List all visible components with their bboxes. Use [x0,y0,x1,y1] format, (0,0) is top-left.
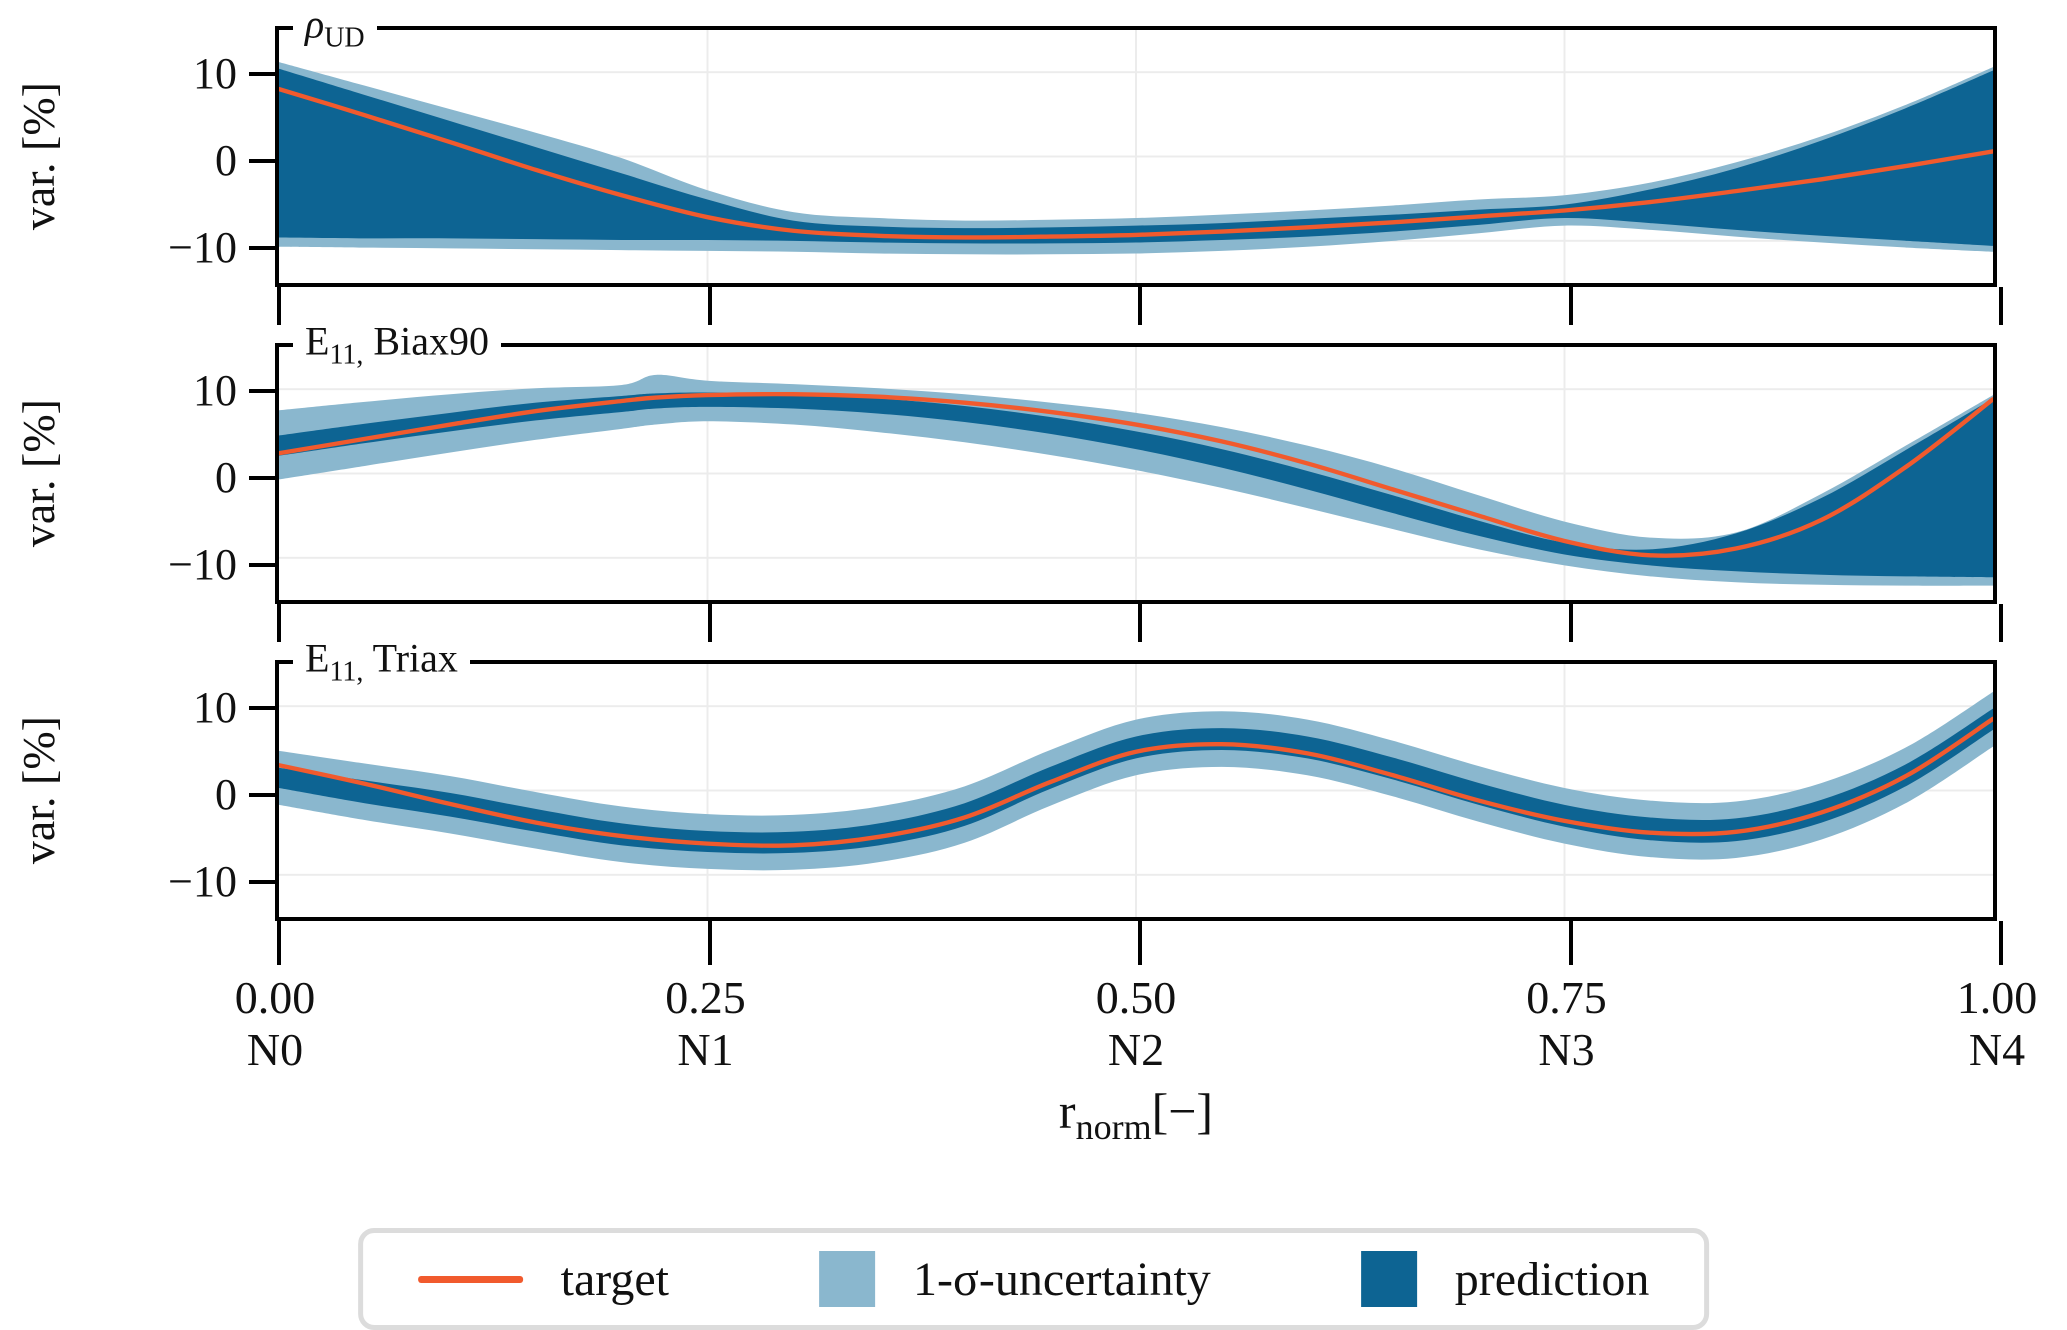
legend: target 1-σ-uncertainty prediction [357,1228,1710,1330]
x-tick [277,287,281,325]
subplot-title: E11, Triax [293,635,470,688]
x-tick [707,287,712,325]
y-tick-label: −10 [168,539,237,589]
x-axis-label: rnorm[−] [275,1082,1997,1148]
y-tick-label: −10 [168,856,237,906]
x-tick-value: 0.00 [234,972,316,1023]
legend-item: 1-σ-uncertainty [819,1251,1211,1307]
subplot-title-sub: 11, [329,656,364,688]
target-line [279,391,1993,558]
subplot-title: E11, Biax90 [293,318,501,371]
y-tick-label: 0 [215,135,237,185]
subplot-title-suffix: Triax [363,635,458,681]
y-tick [249,71,275,76]
x-axis-label-main: r [1058,1083,1076,1139]
y-tick-label: 0 [215,769,237,819]
x-tick-node: N3 [1538,1023,1595,1075]
y-tick [249,792,275,797]
prediction-band [279,392,1993,578]
subplot-title-main: E [305,318,330,364]
y-axis-label-text: var. [%] [12,82,64,231]
x-tick-node: N0 [246,1023,304,1075]
subplot-title: ρUD [293,1,377,54]
x-axis-label-sub: norm [1075,1107,1152,1147]
x-tick [707,604,712,642]
y-axis-label-text: var. [%] [12,399,64,548]
x-tick [1999,287,2003,325]
subplot-2: E11, Triax 10 0 −10 [168,637,2003,965]
y-tick-label: 10 [193,48,237,98]
x-tick-node: N4 [1968,1023,2026,1075]
target-line [279,86,1993,240]
x-tick [1568,287,1573,325]
prediction-band [279,68,1993,246]
y-tick [249,245,275,250]
y-axis-label: var. [%] [10,343,66,604]
x-tick [277,604,281,642]
x-tick-value: 0.25 [665,972,746,1023]
x-tick [707,921,712,965]
x-tick [277,921,281,965]
y-axis-label: var. [%] [10,26,66,287]
x-axis-label-unit: [−] [1151,1083,1214,1139]
target-line [279,716,1993,848]
subplot-title-main: ρ [305,1,325,47]
y-axis-label-text: var. [%] [12,716,64,865]
x-tick [1568,921,1573,965]
x-tick-value: 1.00 [1956,972,2038,1023]
y-tick [249,388,275,393]
subplot-title-sub: UD [324,22,365,54]
subplot-0: ρUD 10 0 −10 [168,3,2003,325]
x-tick-label: 0.00 N0 [155,972,395,1075]
y-tick [249,879,275,884]
y-tick [249,562,275,567]
plot-canvas [279,30,1993,283]
x-tick [1138,921,1142,965]
subplot-title-sub: 11, [329,339,364,371]
y-tick [249,475,275,480]
y-tick [249,158,275,163]
x-tick-value: 0.50 [1095,972,1177,1023]
y-tick [249,705,275,710]
uncertainty-band [279,374,1993,586]
subplot-title-main: E [305,635,330,681]
legend-item-label: prediction [1454,1252,1650,1306]
x-tick-label: 0.50 N2 [1016,972,1256,1075]
legend-patch-swatch [819,1251,876,1307]
x-tick-label: 1.00 N4 [1877,972,2067,1075]
plot-canvas [279,664,1993,917]
prediction-band [279,708,1993,854]
plot-canvas [279,347,1993,600]
x-tick-node: N2 [1107,1023,1165,1075]
x-tick-label: 0.75 N3 [1447,972,1687,1075]
x-tick [1138,287,1142,325]
x-tick [1999,604,2003,642]
x-tick-label: 0.25 N1 [586,972,826,1075]
y-tick-label: 10 [193,682,237,732]
x-tick-node: N1 [677,1023,734,1075]
x-tick-value: 0.75 [1526,972,1607,1023]
y-tick-label: 10 [193,365,237,415]
x-tick [1999,921,2003,965]
legend-line-swatch [417,1275,523,1283]
x-tick [1138,604,1142,642]
y-tick-label: 0 [215,452,237,502]
legend-item: target [417,1252,670,1307]
subplot-title-suffix: Biax90 [363,318,489,364]
y-axis-label: var. [%] [10,660,66,921]
legend-item-label: 1-σ-uncertainty [913,1252,1211,1306]
legend-patch-swatch [1360,1251,1417,1307]
legend-item: prediction [1360,1251,1650,1307]
subplot-1: E11, Biax90 10 0 −10 [168,320,2003,642]
y-tick-label: −10 [168,222,237,272]
legend-item-label: target [560,1252,670,1306]
x-tick [1568,604,1573,642]
